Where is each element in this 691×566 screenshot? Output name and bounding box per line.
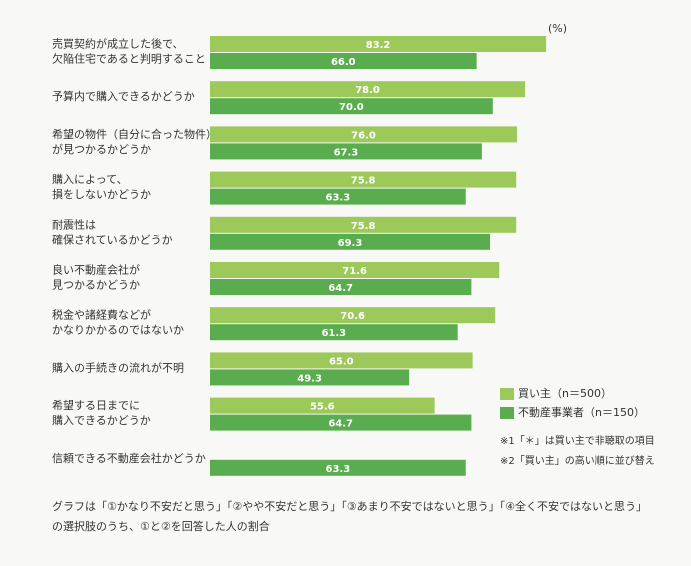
legend-label: 不動産事業者（n＝150） (518, 405, 645, 419)
bar (210, 324, 458, 341)
footnote: グラフは「①かなり不安だと思う」「②やや不安だと思う」「③あまり不安ではないと思… (52, 500, 647, 533)
bar (210, 414, 472, 431)
legend-swatch (500, 407, 514, 419)
category-label: 税金や諸経費などがかなりかかるのではないか (52, 308, 184, 337)
value-label: 49.3 (297, 373, 322, 384)
value-label: 75.8 (351, 176, 376, 187)
bar (210, 307, 496, 324)
legend-label: 買い主（n＝500） (518, 387, 612, 400)
bar (210, 143, 482, 160)
bar (210, 233, 490, 250)
bar (210, 216, 517, 233)
value-label: 67.3 (334, 147, 359, 158)
bar (210, 397, 435, 414)
bar (210, 279, 472, 295)
category-label: 信頼できる不動産会社かどうか (52, 451, 206, 465)
bar (210, 98, 493, 115)
category-label: 予算内で購入できるかどうか (52, 89, 195, 103)
category-label: 希望する日までに購入できるかどうか (52, 398, 151, 427)
value-label: 83.2 (366, 40, 391, 51)
value-label: 75.8 (351, 221, 376, 232)
note: ※1「＊」は買い主で非聴取の項目 (500, 435, 655, 447)
value-label: 55.6 (310, 402, 335, 413)
value-label: 70.6 (340, 311, 365, 322)
bar (210, 459, 466, 476)
bar (210, 81, 526, 98)
category-label: 売買契約が成立した後で、欠陥住宅であると判明すること (52, 37, 206, 66)
value-label: 63.3 (326, 464, 351, 475)
bar (210, 171, 517, 188)
bar (210, 53, 477, 69)
value-label: 71.6 (342, 266, 367, 277)
bar (210, 369, 410, 386)
unit-label: (%) (548, 22, 567, 35)
category-label: 購入の手続きの流れが不明 (52, 360, 184, 374)
bar (210, 352, 473, 369)
category-label: 購入によって、損をしないかどうか (52, 172, 151, 201)
category-label: 良い不動産会社が見つかるかどうか (52, 263, 140, 292)
bar (210, 126, 518, 143)
category-label: 耐震性は確保されているかどうか (52, 217, 173, 246)
value-label: 61.3 (321, 328, 346, 339)
value-label: 64.7 (328, 419, 353, 430)
value-label: 69.3 (338, 238, 363, 249)
value-label: 76.0 (351, 130, 376, 141)
category-label: 希望の物件（自分に合った物件）が見つかるかどうか (52, 127, 217, 156)
bar (210, 262, 500, 278)
value-label: 64.7 (328, 283, 353, 294)
bar (210, 36, 547, 52)
note: ※2「買い主」の高い順に並び替え (500, 454, 655, 467)
value-label: 63.3 (326, 193, 351, 204)
value-label: 78.0 (355, 85, 380, 96)
value-label: 66.0 (331, 57, 356, 68)
value-label: 65.0 (329, 356, 354, 367)
bar (210, 188, 466, 205)
legend-swatch (500, 388, 514, 400)
value-label: 70.0 (339, 102, 364, 113)
